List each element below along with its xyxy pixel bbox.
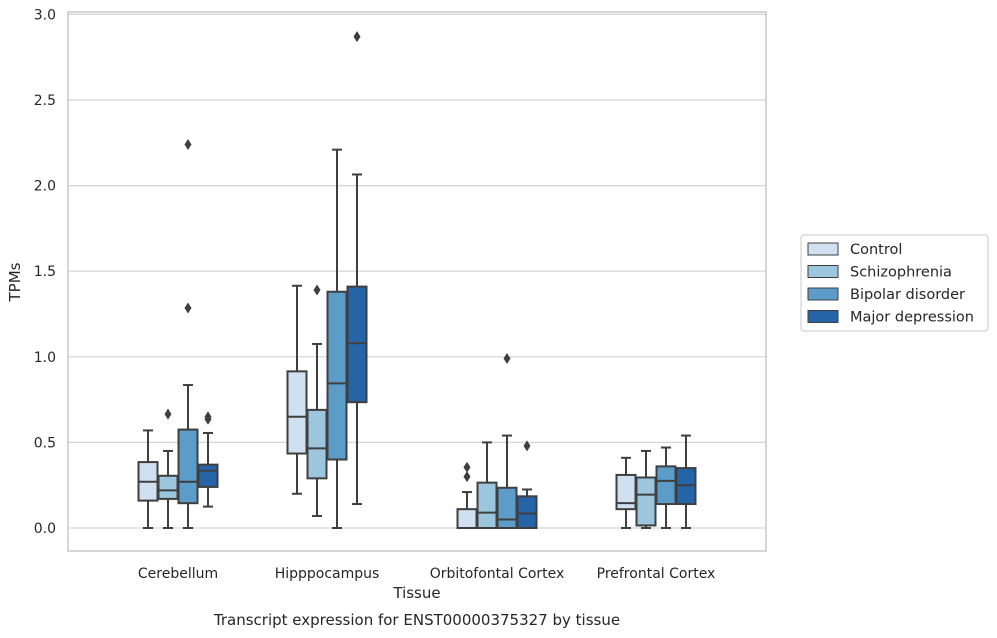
legend-frame [800, 234, 989, 332]
y-tick-label: 3.0 [34, 7, 56, 23]
y-tick-label: 2.0 [34, 179, 56, 195]
box-body [306, 408, 328, 480]
box-body [177, 428, 199, 505]
x-axis-ticks: Cerebellum Hipppocampus Orbitofontal Corte… [138, 566, 715, 582]
box-body [197, 463, 219, 488]
legend-label: Bipolar disorder [850, 287, 965, 303]
boxes [137, 31, 697, 530]
box [286, 284, 308, 495]
outlier-point [164, 408, 172, 420]
box [346, 31, 368, 506]
box [675, 434, 697, 529]
box-body [157, 474, 179, 500]
box-body [326, 290, 348, 461]
box [476, 441, 498, 529]
box [157, 408, 179, 529]
y-tick-label: 0.0 [34, 521, 56, 537]
outlier-point [313, 284, 321, 296]
outlier-point [184, 302, 192, 314]
box [137, 429, 159, 529]
legend: Control Schizophrenia Bipolar disorder Majo… [800, 234, 989, 332]
outlier-point [523, 440, 531, 452]
outlier-point [503, 353, 511, 365]
legend-label: Control [850, 242, 902, 258]
legend-swatch [807, 265, 839, 278]
box [615, 456, 637, 529]
y-tick-label: 0.5 [34, 435, 56, 451]
y-tick-label: 2.5 [34, 93, 56, 109]
box-body [346, 285, 368, 404]
legend-label: Major depression [850, 310, 974, 326]
outlier-point [463, 471, 471, 483]
box [496, 353, 518, 530]
legend-swatch [807, 287, 839, 301]
legend-swatch [807, 310, 839, 323]
x-tick-label: Cerebellum [138, 566, 218, 582]
legend-swatch [807, 242, 839, 256]
outlier-point [463, 461, 471, 473]
series-control [137, 284, 637, 529]
box-body [635, 476, 657, 527]
y-tick-label: 1.5 [34, 264, 56, 280]
chart-caption: Transcript expression for ENST0000037532… [213, 611, 620, 629]
y-axis-ticks: 0.0 0.5 1.0 1.5 2.0 2.5 3.0 [34, 7, 56, 537]
box-body [476, 481, 498, 529]
legend-label: Schizophrenia [850, 265, 952, 281]
x-tick-label: Orbitofontal Cortex [430, 566, 565, 582]
box-body [516, 495, 538, 530]
box [655, 446, 677, 529]
box [177, 139, 199, 529]
x-tick-label: Hipppocampus [275, 566, 380, 582]
plot-area-frame [67, 11, 767, 552]
box-body [496, 486, 518, 530]
series-major-depression [197, 31, 697, 530]
x-tick-label: Prefrontal Cortex [597, 566, 716, 582]
box [197, 411, 219, 508]
box [306, 284, 328, 518]
box [456, 461, 478, 529]
box [516, 440, 538, 530]
series-bipolar-disorder [177, 139, 677, 530]
outlier-point [204, 411, 212, 423]
outlier-point [184, 139, 192, 151]
box-body [286, 370, 308, 455]
y-tick-label: 1.0 [34, 350, 56, 366]
y-axis-label: TPMs [6, 262, 24, 302]
x-axis-label: Tissue [392, 584, 440, 602]
box-body [456, 508, 478, 529]
outlier-point [353, 31, 361, 43]
box [326, 148, 348, 529]
series-schizophrenia [157, 284, 657, 529]
box [635, 449, 657, 529]
box-body [655, 465, 677, 506]
